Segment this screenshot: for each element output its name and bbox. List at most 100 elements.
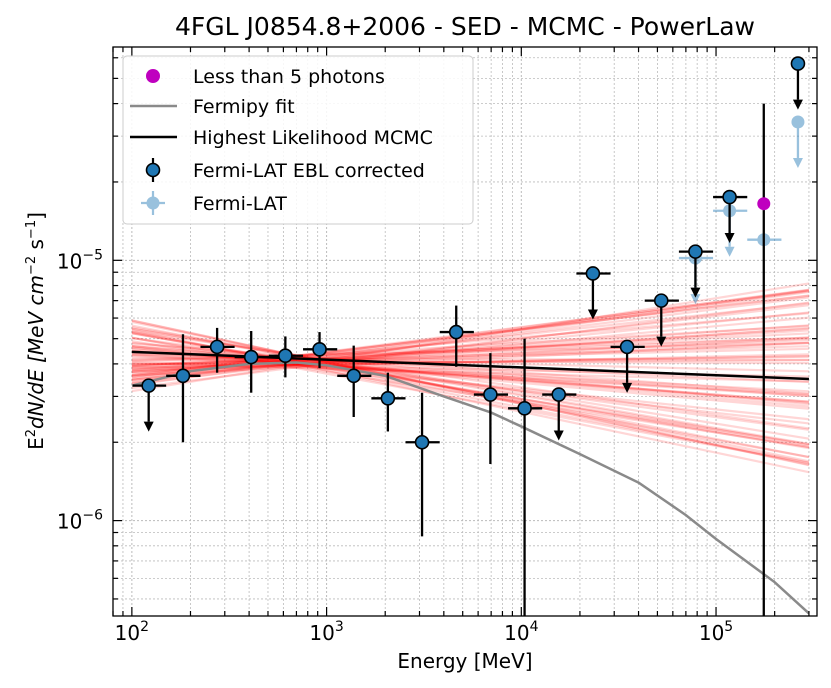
point-marker [278, 348, 293, 364]
x-tick-label: 103 [309, 619, 343, 645]
point-marker [346, 368, 362, 384]
point-marker [448, 324, 464, 340]
ebl-corrected-point [790, 56, 806, 110]
legend-box [122, 55, 474, 225]
point-marker [790, 56, 806, 71]
mcmc-sample-line [131, 289, 810, 378]
mcmc-sample-line [131, 324, 810, 459]
ebl-corrected-point [576, 266, 611, 320]
point-marker [791, 115, 805, 129]
upper-limit-arrow [690, 287, 701, 298]
point-marker [483, 387, 498, 402]
point-marker [175, 368, 191, 384]
point-marker [517, 401, 532, 416]
mcmc-sample-line [131, 319, 810, 466]
ebl-corrected-point [405, 392, 440, 537]
mcmc-sample-line [131, 342, 810, 395]
ebl-corrected-point [713, 189, 748, 244]
mcmc-sample-line [131, 316, 810, 381]
mcmc-sample-line [131, 294, 810, 377]
ebl-corrected-point [303, 332, 338, 369]
mcmc-sample-line [131, 282, 810, 393]
x-tick-label: 104 [504, 619, 538, 645]
mcmc-sample-line [131, 347, 809, 366]
mcmc-sample-line [131, 332, 810, 450]
mcmc-sample-line [131, 337, 809, 375]
mcmc-sample-line [131, 352, 810, 397]
plot-frame [112, 46, 818, 617]
upper-limit-arrow [553, 430, 564, 441]
upper-limit-arrow [622, 382, 633, 393]
upper-limit-arrow [792, 157, 803, 168]
ebl-corrected-point [268, 336, 304, 378]
legend-label-fermipy: Fermipy fit [193, 96, 295, 118]
upper-limit-arrow [690, 294, 701, 305]
mcmc-sample-line [131, 294, 810, 377]
mcmc-sample-line [131, 332, 809, 368]
mcmc-sample-line [131, 327, 810, 447]
point-marker [551, 387, 567, 402]
mcmc-sample-line [131, 326, 810, 377]
mcmc-sample-line [131, 341, 810, 406]
mcmc-sample-line [131, 355, 810, 396]
ebl-corrected-point [473, 353, 509, 464]
mcmc-sample-line [131, 330, 810, 430]
legend-label-ebl-corrected: Fermi-LAT EBL corrected [193, 160, 425, 182]
mcmc-sample-line [131, 301, 810, 390]
x-axis-label: Energy [MeV] [397, 649, 532, 673]
ebl-corrected-point [371, 372, 406, 432]
upper-limit-arrow [792, 99, 803, 110]
legend-marker-ebl-corrected [145, 158, 161, 182]
fermi-lat-series [678, 115, 805, 305]
ebl-corrected-point [542, 387, 577, 441]
y-tick-label: 10−6 [57, 508, 103, 534]
mcmc-sample-line [131, 290, 810, 387]
upper-limit-arrow [656, 336, 667, 347]
legend-marker-low-photons [146, 69, 160, 83]
mcmc-sample-line [131, 320, 810, 463]
mcmc-sample-line [131, 330, 810, 459]
mcmc-sample-line [131, 336, 810, 431]
point-marker [243, 349, 259, 365]
mcmc-sample-line [131, 332, 810, 449]
point-marker [312, 342, 327, 357]
low-photons-marker [757, 197, 771, 211]
ebl-corrected-series [132, 56, 806, 616]
ebl-corrected-point [678, 244, 714, 298]
ebl-corrected-point [610, 339, 645, 393]
mcmc-sample-line [131, 327, 810, 440]
mcmc-sample-line [131, 353, 809, 371]
y-axis-label: E2dN/dE [MeV cm−2 s−1] [24, 212, 48, 450]
chart-title: 4FGL J0854.8+2006 - SED - MCMC - PowerLa… [175, 12, 755, 41]
point-marker [585, 266, 601, 281]
axis-ticks: 102 103 104 105 10−6 10−5 [57, 47, 817, 645]
mcmc-sample-line [131, 362, 809, 383]
legend-label-best-fit: Highest Likelihood MCMC [193, 127, 433, 149]
legend: Less than 5 photons Fermipy fit Highest … [122, 55, 474, 225]
ebl-corrected-point [508, 338, 543, 616]
mcmc-sample-line [131, 336, 809, 368]
mcmc-sample-line [131, 296, 810, 384]
x-tick-label: 102 [115, 619, 149, 645]
point-marker [414, 434, 430, 450]
ebl-corrected-point [200, 327, 235, 373]
ebl-corrected-point [439, 305, 474, 367]
upper-limit-arrow [143, 421, 154, 432]
point-marker [209, 339, 225, 355]
mcmc-sample-line [131, 359, 809, 365]
legend-label-fermi-lat: Fermi-LAT [193, 193, 287, 215]
ebl-corrected-point [337, 345, 372, 418]
upper-limit-arrow [724, 246, 735, 257]
fermi-lat-point [791, 115, 805, 168]
point-marker [619, 339, 635, 355]
point-marker [722, 189, 737, 205]
mcmc-sample-line [131, 311, 810, 381]
mcmc-sample-line [131, 354, 809, 393]
legend-marker-fermi-lat [141, 191, 165, 215]
mcmc-sample-line [131, 326, 810, 446]
point-marker [688, 244, 703, 259]
sed-points [132, 56, 806, 616]
x-tick-label: 105 [699, 619, 733, 645]
ebl-corrected-point [166, 334, 201, 443]
